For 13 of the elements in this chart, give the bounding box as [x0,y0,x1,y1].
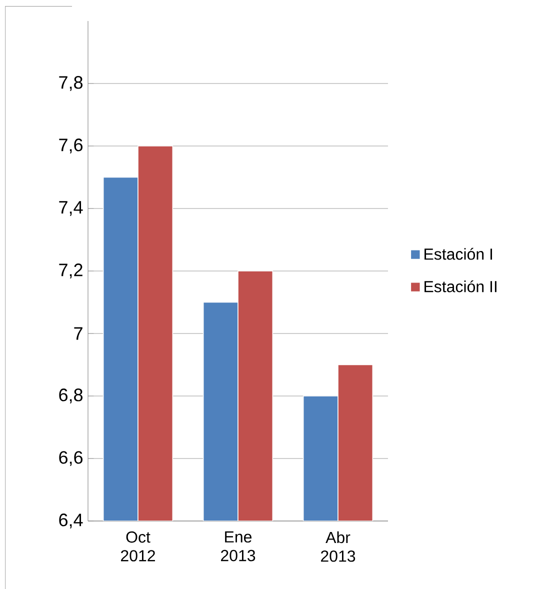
legend-label: Estación II [424,280,496,292]
x-tick-label: Oct 2012 [120,531,155,562]
x-tick-label: Abr 2013 [321,531,356,562]
y-tick-label: 6,6 [59,451,82,466]
y-tick-label: 6,8 [59,388,82,404]
y-tick-label: 7,8 [59,76,82,91]
y-tick-label: 7,4 [59,201,83,216]
y-tick-label: 7,6 [59,138,82,154]
x-tick-label: Ene 2013 [221,531,256,562]
y-tick-label: 7,2 [59,264,82,278]
legend-label: Estación I [424,248,492,260]
y-tick-label: 7 [74,327,82,340]
y-tick-label: 6,4 [59,514,83,528]
